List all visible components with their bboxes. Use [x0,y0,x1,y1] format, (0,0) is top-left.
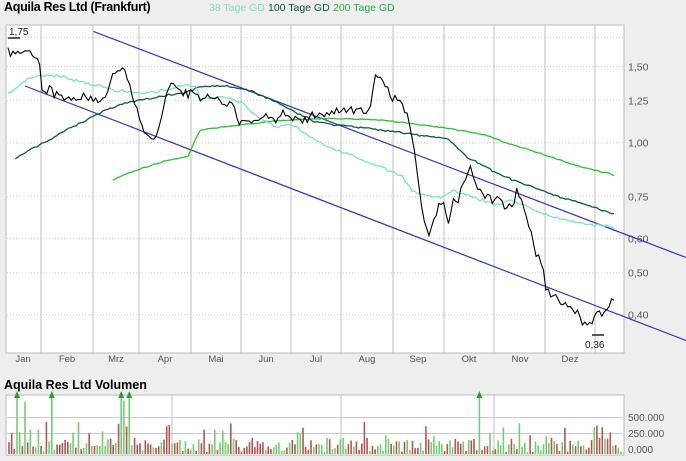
svg-text:100 Tage GD: 100 Tage GD [268,2,330,14]
svg-text:38 Tage GD: 38 Tage GD [209,2,265,14]
svg-text:1,75: 1,75 [9,27,29,38]
svg-text:500.000: 500.000 [628,413,665,424]
svg-text:0,50: 0,50 [628,268,649,280]
svg-text:Aquila Res Ltd (Frankfurt): Aquila Res Ltd (Frankfurt) [4,0,151,14]
svg-text:Aquila Res Ltd Volumen: Aquila Res Ltd Volumen [4,378,147,392]
svg-text:Jan: Jan [15,354,30,365]
svg-text:0,000: 0,000 [628,445,653,456]
svg-text:0,75: 0,75 [628,192,649,204]
svg-text:Aug: Aug [359,354,376,365]
svg-text:Jul: Jul [310,354,322,365]
svg-text:0,36: 0,36 [585,340,605,351]
svg-text:Apr: Apr [158,354,173,365]
svg-text:1,50: 1,50 [628,62,649,74]
svg-text:Mrz: Mrz [108,354,124,365]
svg-text:Feb: Feb [59,354,75,365]
svg-text:Sep: Sep [410,354,427,365]
svg-text:Okt: Okt [462,354,477,365]
svg-text:1,00: 1,00 [628,138,649,150]
svg-text:Nov: Nov [512,354,529,365]
svg-text:Dez: Dez [562,354,579,365]
svg-text:200 Tage GD: 200 Tage GD [333,2,395,14]
svg-text:Jun: Jun [258,354,273,365]
svg-text:250.000: 250.000 [628,429,665,440]
svg-text:1,25: 1,25 [628,96,649,108]
svg-text:Mai: Mai [208,354,223,365]
